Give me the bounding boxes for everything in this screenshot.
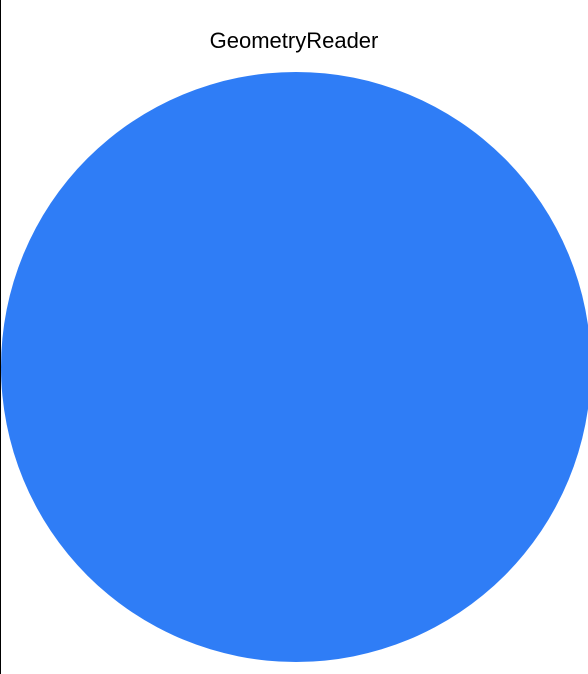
blue-circle bbox=[1, 72, 588, 662]
page-title: GeometryReader bbox=[209, 28, 379, 53]
window-left-edge bbox=[0, 0, 1, 674]
